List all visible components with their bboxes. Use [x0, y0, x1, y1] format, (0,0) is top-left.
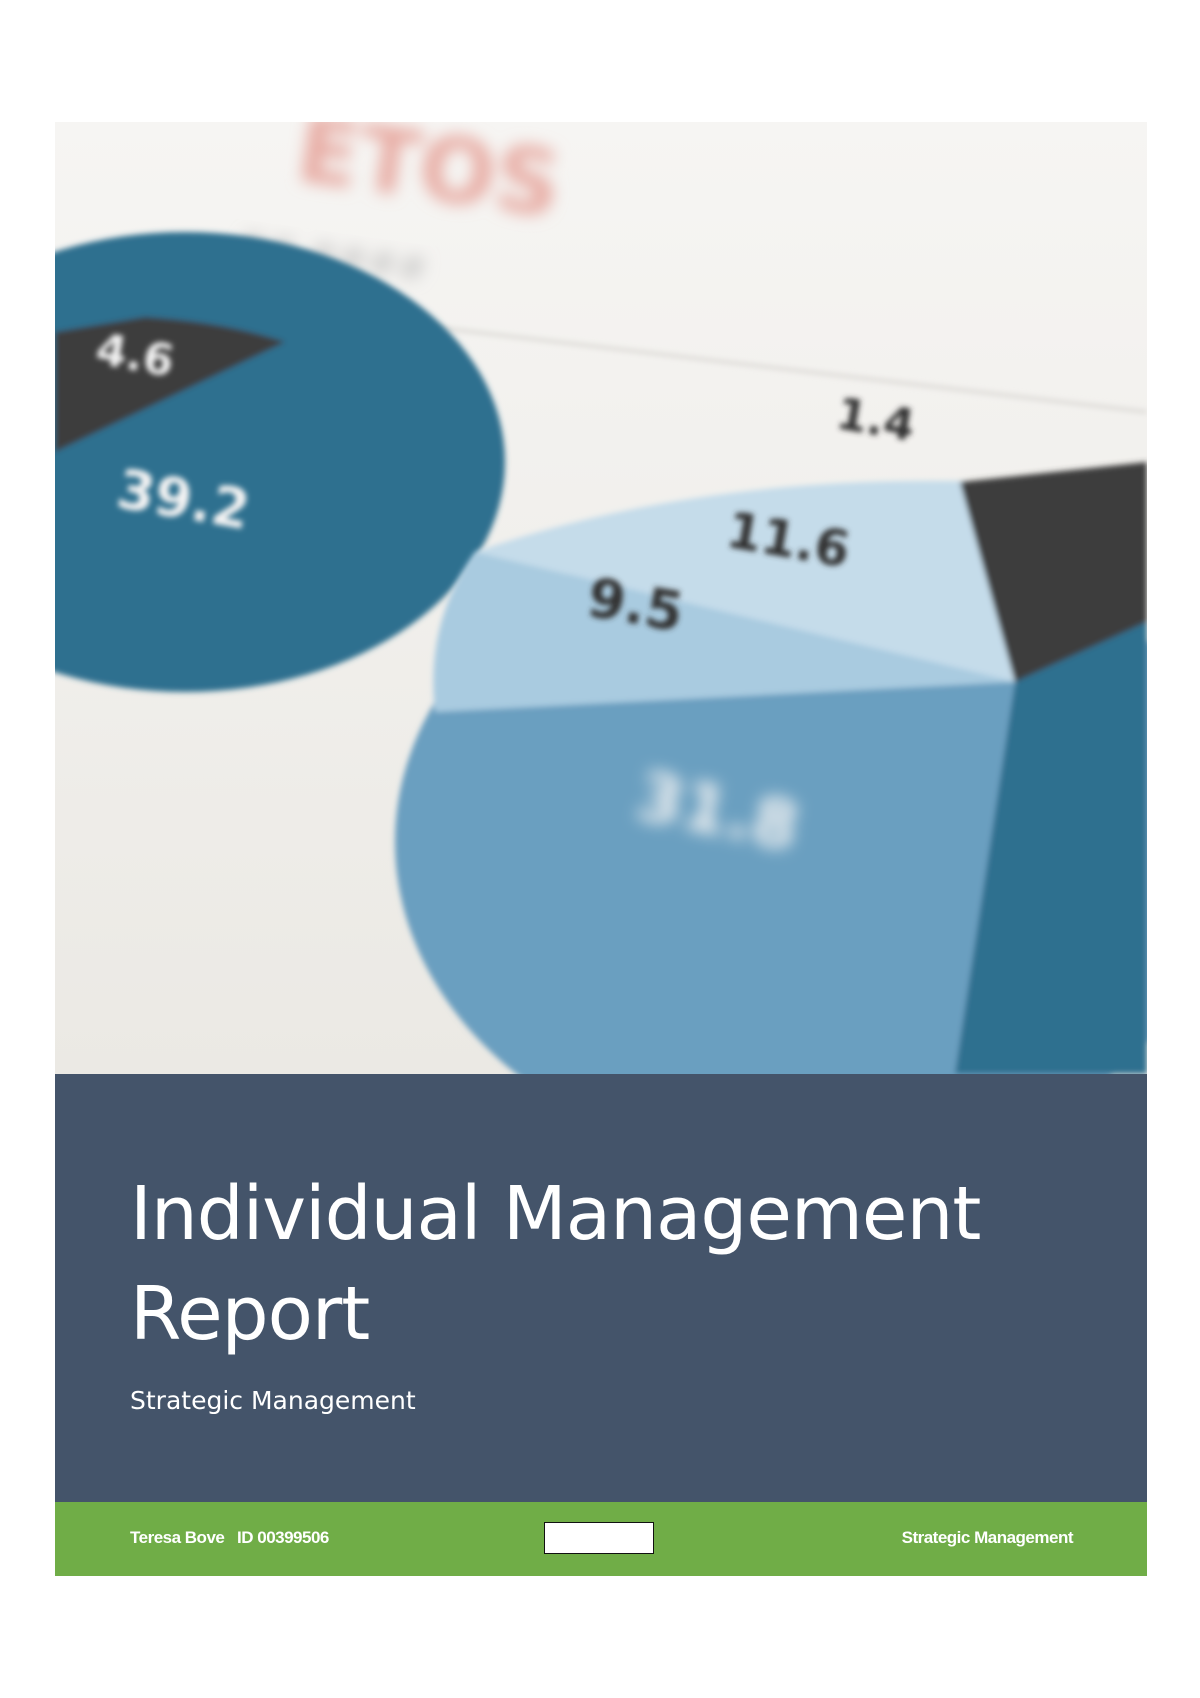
pie-slice: [960, 462, 1147, 682]
document-subtitle: Strategic Management: [130, 1386, 416, 1415]
pie-chart-photo: ETOS ##.#### 4.6 39.2 1.4 11.6 9.5 31.8: [55, 122, 1147, 1074]
pie-slice: [55, 317, 285, 452]
author-id: Teresa Bove ID 00399506: [130, 1528, 329, 1547]
course-name: Strategic Management: [901, 1528, 1074, 1547]
document-title: Individual Management Report: [130, 1171, 981, 1357]
pie-slice: [955, 622, 1147, 1074]
page-number-box: [544, 1522, 654, 1554]
pie-slice: [433, 552, 1015, 712]
pie-slice: [475, 480, 1015, 682]
footer-band: Teresa Bove ID 00399506 Strategic Manage…: [55, 1502, 1147, 1576]
title-band: Individual Management Report Strategic M…: [55, 1074, 1147, 1502]
cover-photo: ETOS ##.#### 4.6 39.2 1.4 11.6 9.5 31.8: [55, 122, 1147, 1074]
